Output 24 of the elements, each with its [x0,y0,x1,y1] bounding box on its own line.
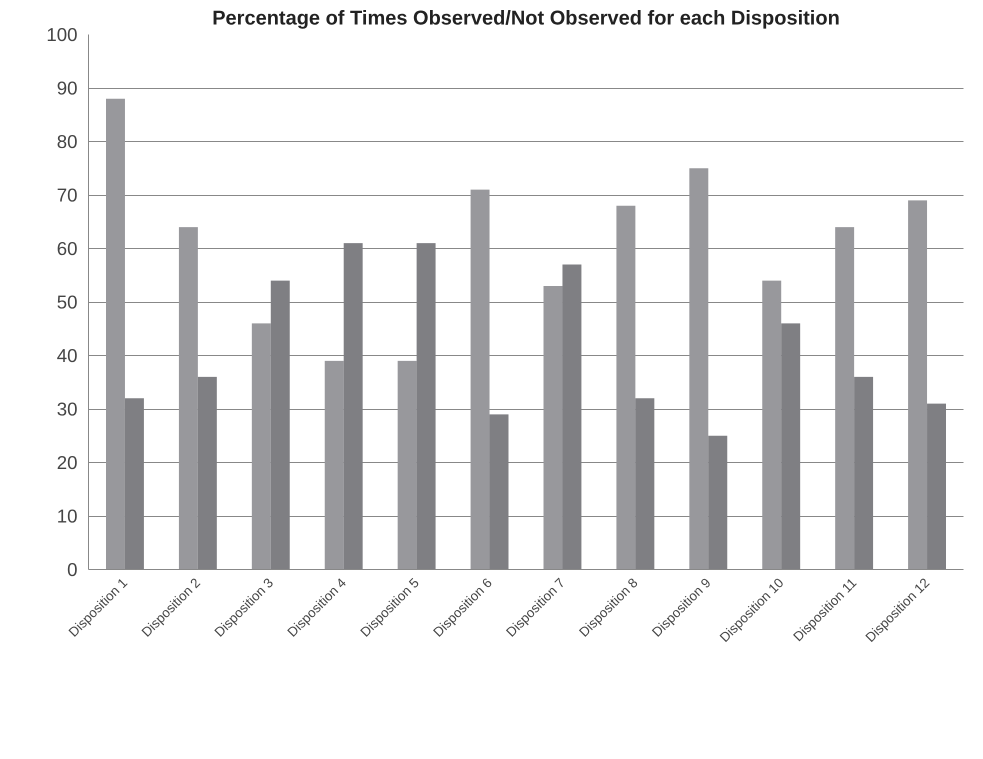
y-tick-label: 20 [56,452,78,473]
y-tick-label: 30 [56,398,78,420]
bar [178,227,198,570]
y-tick-label: 0 [67,559,78,580]
bar [252,323,271,570]
bar [835,227,854,570]
y-tick-label: 40 [56,345,78,366]
y-tick-label: 70 [56,184,78,206]
bar [324,360,344,570]
y-tick-label: 80 [56,131,78,152]
bar [689,168,708,570]
bar [616,206,636,570]
bar [398,360,417,570]
y-tick-label: 100 [46,24,78,45]
y-tick-label: 10 [56,506,78,526]
bar [544,286,562,570]
bar [762,280,782,570]
bar [908,200,928,570]
y-tick-label: 90 [56,78,78,98]
bar [470,190,490,570]
y-tick-label: 60 [56,238,78,259]
chart-title: Percentage of Times Observed/Not Observed for each Disposition [212,8,840,30]
y-tick-label: 50 [56,292,78,312]
bar [106,98,125,570]
